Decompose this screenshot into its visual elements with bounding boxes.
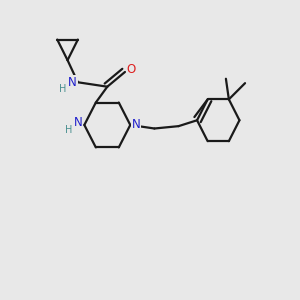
- Text: N: N: [74, 116, 82, 129]
- Text: N: N: [68, 76, 77, 89]
- Text: N: N: [132, 118, 140, 131]
- Text: O: O: [127, 63, 136, 76]
- Text: H: H: [65, 125, 73, 135]
- Text: H: H: [59, 84, 66, 94]
